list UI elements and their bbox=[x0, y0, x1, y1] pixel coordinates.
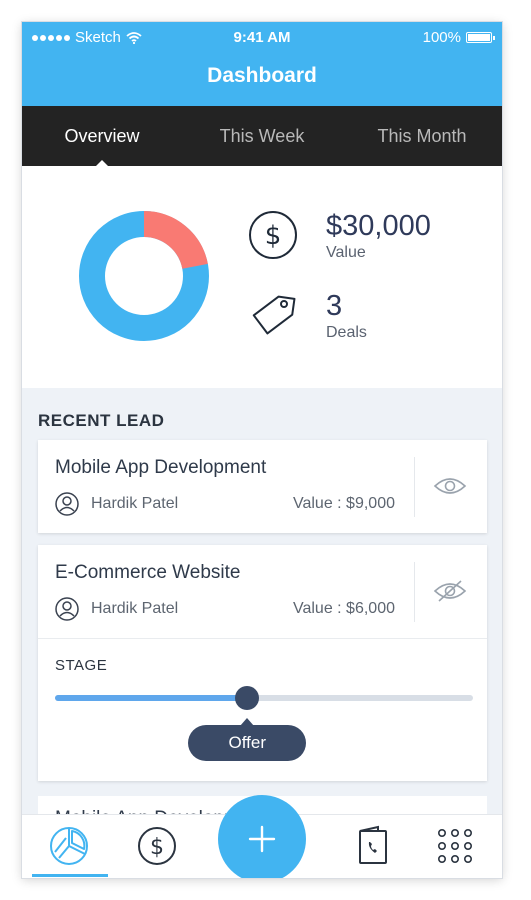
deals-count: 3 bbox=[326, 290, 343, 322]
stage-slider-handle[interactable] bbox=[235, 686, 260, 710]
eye-icon[interactable] bbox=[433, 474, 467, 498]
carrier-label: Sketch bbox=[75, 29, 121, 46]
user-circle-icon bbox=[55, 597, 79, 621]
lead-person: Hardik Patel bbox=[55, 597, 178, 621]
lead-person-name: Hardik Patel bbox=[91, 600, 179, 617]
tab-overview[interactable]: Overview bbox=[22, 106, 182, 167]
donut-red-segment bbox=[79, 211, 209, 341]
lead-value: Value : $6,000 bbox=[292, 600, 395, 617]
svg-text:$: $ bbox=[265, 221, 282, 251]
eye-off-icon[interactable] bbox=[433, 579, 467, 603]
lead-value: Value : $9,000 bbox=[292, 495, 395, 512]
svg-text:$: $ bbox=[150, 835, 164, 860]
lead-row: Mobile App Development Hardik Patel Valu… bbox=[38, 440, 487, 533]
battery-icon bbox=[466, 32, 495, 43]
tab-this-month[interactable]: This Month bbox=[377, 126, 467, 146]
pie-chart-icon[interactable] bbox=[46, 823, 92, 869]
divider bbox=[414, 562, 415, 622]
deals-stat: 3 Deals bbox=[248, 290, 367, 342]
period-tabs: Overview This Week This Month bbox=[22, 106, 502, 167]
card-divider bbox=[38, 638, 487, 639]
add-button[interactable] bbox=[218, 795, 306, 878]
grid-apps-icon[interactable] bbox=[432, 823, 478, 869]
tab-this-week[interactable]: This Week bbox=[219, 126, 305, 146]
phone-screen: Sketch 9:41 AM 100% Dashboard Overview T… bbox=[22, 22, 502, 878]
top-bar: Sketch 9:41 AM 100% Dashboard bbox=[22, 22, 502, 106]
lead-card[interactable]: Mobile App Development Hardik Patel Valu… bbox=[38, 440, 487, 533]
lead-person: Hardik Patel bbox=[55, 492, 178, 516]
status-left: Sketch bbox=[32, 29, 142, 46]
lead-title: E-Commerce Website bbox=[55, 562, 241, 583]
status-bar: Sketch 9:41 AM 100% bbox=[22, 22, 502, 52]
contacts-book-icon[interactable] bbox=[350, 823, 396, 869]
lead-title: Mobile App Development bbox=[55, 457, 267, 478]
dollar-circle-icon: $ bbox=[249, 211, 297, 259]
dollar-icon[interactable]: $ bbox=[134, 823, 180, 869]
recent-lead-heading: RECENT LEAD bbox=[38, 411, 165, 430]
lead-card-expanded[interactable]: E-Commerce Website Hardik Patel Value : … bbox=[38, 545, 487, 781]
battery-percent: 100% bbox=[422, 29, 461, 46]
wifi-icon bbox=[126, 31, 142, 44]
stage-slider-track[interactable] bbox=[55, 695, 473, 701]
status-time: 9:41 AM bbox=[233, 29, 291, 46]
value-stat: $ $30,000 Value bbox=[248, 210, 431, 262]
lead-person-name: Hardik Patel bbox=[91, 495, 179, 512]
total-value-label: Value bbox=[326, 244, 366, 261]
lead-row: E-Commerce Website Hardik Patel Value : … bbox=[38, 545, 487, 638]
plus-icon bbox=[248, 825, 276, 853]
donut-chart bbox=[79, 211, 209, 341]
user-circle-icon bbox=[55, 492, 79, 516]
summary-panel: $ $30,000 Value 3 Deals bbox=[22, 166, 502, 388]
stage-slider-fill bbox=[55, 695, 248, 701]
stage-label: STAGE bbox=[55, 657, 108, 674]
total-value: $30,000 bbox=[326, 210, 431, 242]
price-tag-icon bbox=[252, 295, 296, 335]
signal-icon bbox=[32, 34, 70, 41]
active-tab-indicator bbox=[32, 874, 108, 877]
status-right: 100% bbox=[422, 29, 495, 46]
page-title: Dashboard bbox=[207, 64, 317, 87]
divider bbox=[414, 457, 415, 517]
deals-label: Deals bbox=[326, 324, 367, 341]
stage-tooltip: Offer bbox=[188, 718, 307, 761]
